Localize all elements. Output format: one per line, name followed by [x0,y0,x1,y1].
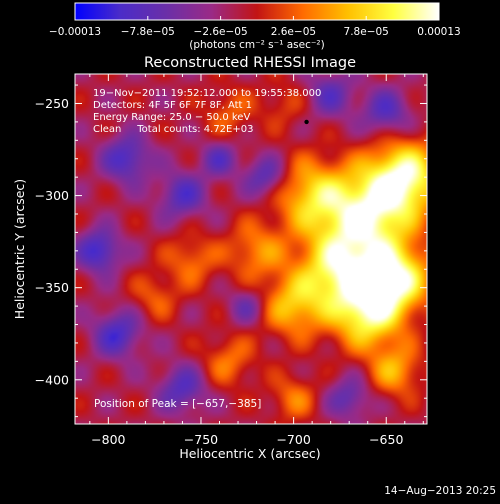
footer-date: 14−Aug−2013 20:25 [384,485,496,497]
colorbar-tick-label: 7.8e−05 [344,26,389,38]
colorbar-tick-label: −2.6e−05 [194,26,248,38]
x-tick-label: −700 [276,432,310,447]
colorbar-tick-label: −7.8e−05 [121,26,175,38]
x-axis: −800 −750 −700 −650 [89,74,424,447]
chart-title: Reconstructed RHESSI Image [144,55,356,71]
colorbar-units-label: (photons cm⁻² s⁻¹ asec⁻²) [189,39,324,51]
peak-marker [304,119,309,125]
heatmap-image [74,73,428,425]
x-tick-label: −800 [91,432,125,447]
y-tick-label: −350 [35,280,69,295]
annotation-time-range: 19−Nov−2011 19:52:12.000 to 19:55:38.000 [93,88,321,99]
y-tick-label: −250 [35,96,69,111]
colorbar-gradient [74,2,440,21]
y-tick-label: −400 [35,372,69,387]
peak-position-label: Position of Peak = [−657,−385] [94,398,261,410]
x-tick-label: −650 [369,432,403,447]
y-tick-label: −300 [35,188,69,203]
annotation-energy-range: Energy Range: 25.0 − 50.0 keV [93,112,250,123]
colorbar-tick-label: −0.00013 [49,26,101,38]
colorbar-tick-label: 2.6e−05 [271,26,316,38]
annotation-block: 19−Nov−2011 19:52:12.000 to 19:55:38.000… [93,88,321,135]
heatmap-raster [75,74,427,424]
y-axis: −250 −300 −350 −400 [35,84,427,418]
colorbar-tick-label: 0.00013 [417,26,460,38]
colorbar: −0.00013 −7.8e−05 −2.6e−05 2.6e−05 7.8e−05 0.… [49,2,461,51]
annotation-detectors: Detectors: 4F 5F 6F 7F 8F, Att 1 [93,100,252,111]
annotation-clean-counts: Clean Total counts: 4.72E+03 [93,124,253,135]
plot-frame [74,73,428,425]
y-axis-label: Heliocentric Y (arcsec) [12,179,27,319]
x-axis-label: Heliocentric X (arcsec) [179,446,320,461]
x-tick-label: −750 [184,432,218,447]
